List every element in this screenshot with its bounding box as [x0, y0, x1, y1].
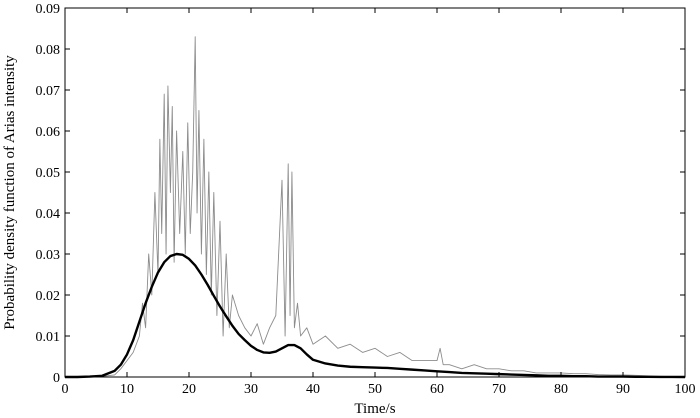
x-tick-label: 60	[430, 382, 444, 397]
y-tick-label: 0.03	[36, 248, 61, 263]
x-tick-label: 40	[306, 382, 320, 397]
plot-area	[65, 8, 685, 377]
x-tick-label: 0	[62, 382, 69, 397]
ticks-layer: 0 10 20 30 40 50 60 70 80 90 100 0 0.01 0.02 0.03 0.04 0…	[36, 2, 696, 397]
series-line-raw	[65, 36, 686, 378]
y-tick-label: 0.01	[36, 330, 61, 345]
y-tick-label: 0.06	[36, 125, 61, 140]
y-tick-label: 0.05	[36, 166, 61, 181]
x-tick-label: 50	[368, 382, 382, 397]
x-axis-label: Time/s	[354, 401, 395, 417]
x-tick-label: 30	[244, 382, 258, 397]
x-tick-label: 10	[120, 382, 134, 397]
y-axis-label: Probability density function of Arias in…	[2, 55, 18, 330]
y-tick-label: 0.08	[36, 43, 61, 58]
y-tick-label: 0	[53, 371, 60, 386]
x-tick-label: 80	[554, 382, 568, 397]
y-tick-label: 0.04	[36, 207, 61, 222]
y-tick-label: 0.09	[36, 2, 61, 17]
y-tick-label: 0.07	[36, 84, 61, 99]
x-tick-label: 90	[616, 382, 630, 397]
x-tick-label: 100	[675, 382, 696, 397]
x-tick-label: 70	[492, 382, 506, 397]
y-tick-label: 0.02	[36, 289, 61, 304]
x-tick-label: 20	[182, 382, 196, 397]
series-line-smooth	[65, 252, 686, 379]
series-layer	[65, 36, 686, 379]
